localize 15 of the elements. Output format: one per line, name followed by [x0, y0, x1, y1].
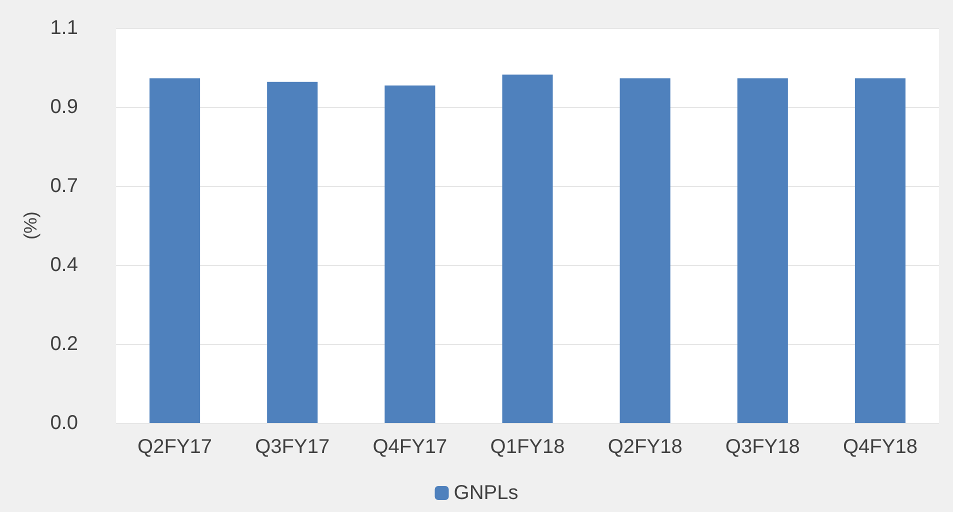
x-tick-label: Q3FY18	[725, 436, 800, 458]
legend-label: GNPLs	[454, 482, 518, 504]
y-tick-label: 0.2	[50, 333, 78, 355]
y-tick-label: 0.9	[50, 96, 78, 118]
y-tick-label: 0.7	[50, 175, 78, 197]
y-tick-label: 0.4	[50, 254, 78, 276]
y-axis-title: (%)	[20, 212, 40, 240]
y-tick-label: 1.1	[50, 17, 78, 39]
x-tick-label: Q4FY17	[372, 436, 448, 458]
y-tick-label: 0.0	[50, 412, 78, 434]
x-tick-label: Q3FY17	[255, 436, 330, 458]
x-tick-label: Q1FY18	[490, 436, 565, 458]
x-tick-label: Q4FY18	[842, 436, 918, 458]
x-tick-label: Q2FY18	[608, 436, 682, 458]
x-tick-label: Q2FY17	[138, 436, 212, 458]
